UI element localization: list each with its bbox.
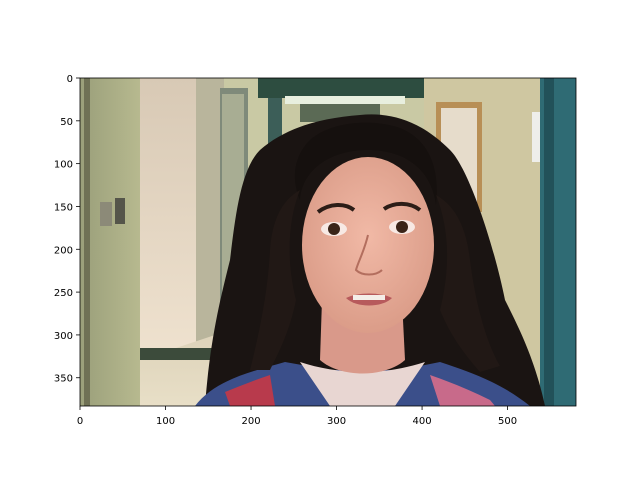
x-tick-label: 300 (327, 416, 346, 427)
x-tick-label: 500 (498, 416, 517, 427)
portrait-photo (80, 78, 576, 406)
y-axis: 0 50 100 150 200 250 300 350 (54, 74, 80, 385)
x-axis: 0 100 200 300 400 500 (77, 406, 517, 427)
y-tick-label: 250 (54, 288, 73, 299)
y-tick-label: 0 (67, 74, 73, 85)
x-tick-label: 400 (413, 416, 432, 427)
x-tick-label: 200 (241, 416, 260, 427)
x-tick-label: 100 (156, 416, 175, 427)
y-tick-label: 150 (54, 202, 73, 213)
y-tick-label: 200 (54, 245, 73, 256)
x-tick-label: 0 (77, 416, 83, 427)
plot-frame (79, 77, 577, 407)
y-tick-label: 100 (54, 160, 73, 171)
y-tick-label: 50 (60, 117, 73, 128)
y-tick-label: 350 (54, 374, 73, 385)
y-tick-label: 300 (54, 331, 73, 342)
